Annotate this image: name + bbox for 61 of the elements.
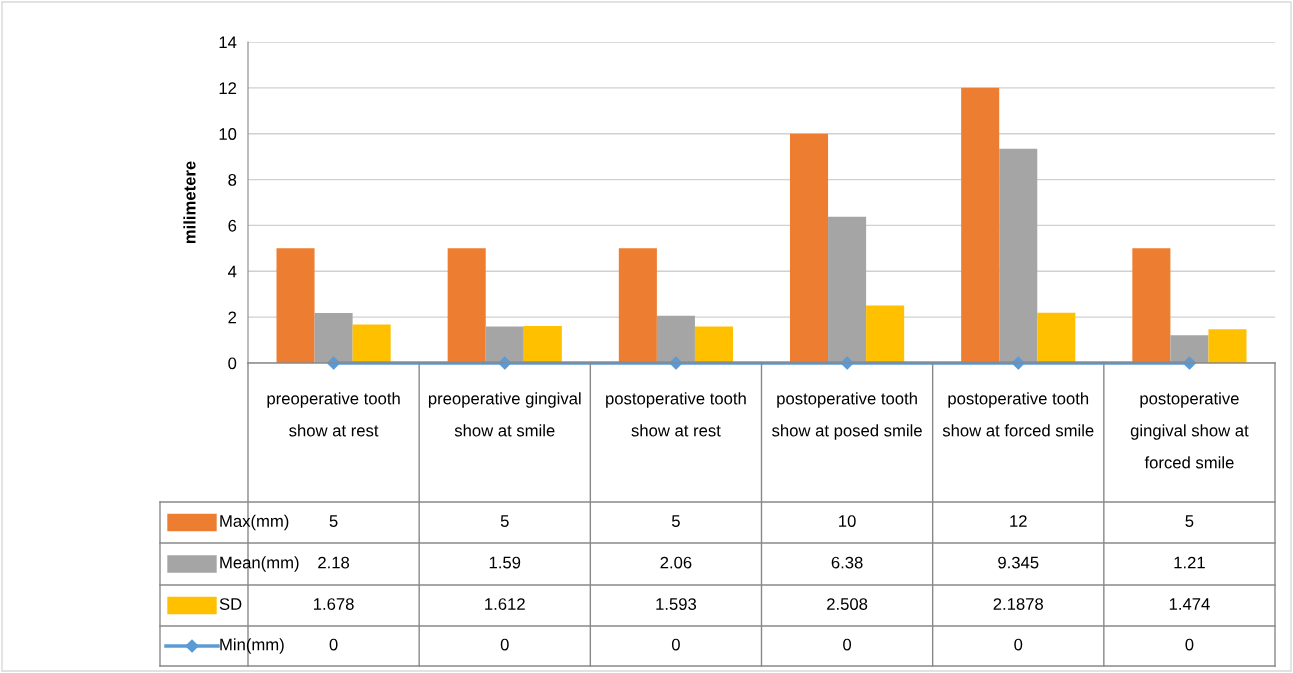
y-axis-title: milimetere (183, 161, 196, 244)
bar (523, 326, 562, 363)
data-label: 5 (329, 515, 338, 527)
legend-label: Max(mm) (220, 514, 289, 531)
x-tick-label: postoperative tooth show at rest (606, 392, 746, 437)
data-label: 1.59 (489, 556, 521, 569)
y-tick-label: 4 (228, 265, 237, 278)
data-label: 0 (1014, 638, 1023, 651)
legend-label: SD (219, 598, 242, 610)
data-label: 1.474 (1169, 598, 1210, 610)
data-label: 5 (1185, 515, 1194, 527)
bar (314, 313, 353, 363)
data-label: 2.18 (318, 556, 350, 569)
bar (276, 248, 315, 363)
data-label: 5 (671, 515, 680, 527)
y-tick-label: 14 (219, 36, 237, 49)
data-label: 1.612 (485, 598, 525, 610)
y-tick-label: 8 (228, 173, 237, 186)
bar (1037, 312, 1076, 363)
bar (961, 87, 1000, 363)
legend-label: Min(mm) (220, 638, 284, 654)
data-label: 12 (1010, 515, 1027, 527)
x-tick-label: postoperative tooth show at forced smile (942, 392, 1094, 437)
y-tick-label: 6 (228, 219, 237, 232)
x-tick-label: postoperative tooth show at posed smile (772, 392, 922, 440)
x-tick-label: preoperative tooth show at rest (267, 392, 400, 437)
data-label: 0 (671, 638, 680, 651)
bar (1208, 329, 1247, 363)
bar (790, 133, 829, 363)
data-label: 1.678 (314, 598, 354, 610)
bar (1170, 335, 1209, 363)
data-label: 9.345 (998, 556, 1039, 569)
bar (447, 248, 486, 363)
bar (618, 248, 657, 363)
data-label: 2.06 (660, 556, 692, 569)
x-tick-label: preoperative gingival show at smile (428, 392, 581, 437)
data-label: 2.508 (827, 598, 868, 610)
data-label: 0 (1185, 638, 1194, 651)
bar (1132, 248, 1171, 363)
bar (656, 315, 695, 363)
bar (694, 326, 733, 363)
data-label: 5 (500, 515, 509, 527)
legend-label: Mean(mm) (220, 556, 299, 572)
data-label: 0 (329, 638, 338, 651)
bar (485, 326, 524, 363)
bar (866, 305, 905, 363)
data-label: 1.21 (1174, 556, 1205, 569)
bar (999, 148, 1038, 363)
data-label: 0 (500, 638, 509, 651)
data-label: 2.1878 (993, 598, 1044, 610)
data-label: 0 (843, 638, 852, 651)
x-tick-label: postoperative gingival show at forced smile (1130, 392, 1249, 469)
y-tick-label: 12 (219, 82, 237, 94)
bar (352, 324, 391, 363)
data-label: 10 (839, 515, 856, 527)
y-tick-label: 10 (219, 128, 237, 140)
data-label: 6.38 (831, 556, 863, 569)
y-tick-label: 2 (228, 311, 237, 324)
data-label: 1.593 (656, 598, 697, 610)
y-tick-label: 0 (228, 357, 237, 370)
bar (828, 216, 867, 363)
